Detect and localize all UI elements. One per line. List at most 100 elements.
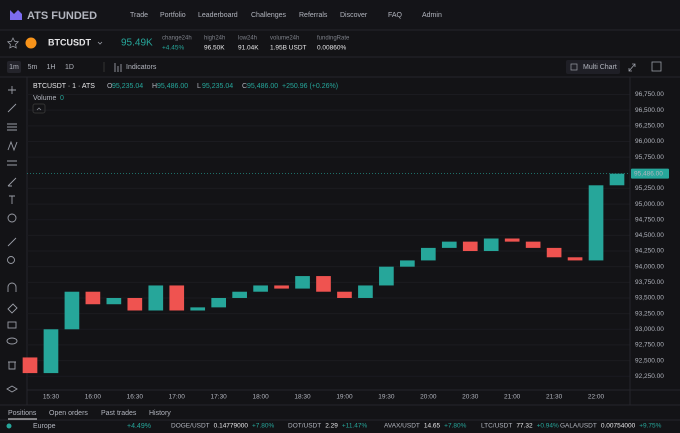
tape-symbol[interactable]: LTC/USDT — [481, 423, 512, 430]
x-tick-label: 21:00 — [504, 394, 521, 401]
y-tick-label: 93,250.00 — [635, 310, 664, 317]
ohlc-key: H — [152, 83, 157, 90]
layers-tool[interactable] — [6, 385, 18, 393]
nav-item[interactable]: Trade — [130, 12, 148, 19]
candle — [22, 357, 38, 374]
lock-drawing-tool[interactable] — [7, 303, 18, 314]
emoji-tool[interactable] — [7, 213, 17, 223]
interval[interactable]: 1m — [9, 64, 19, 71]
projection-tool[interactable] — [7, 160, 17, 166]
favorite-star[interactable] — [6, 37, 20, 49]
pattern-tool[interactable] — [7, 140, 18, 152]
region[interactable]: Europe — [33, 423, 56, 430]
collapse-icon — [36, 107, 42, 111]
interval[interactable]: 5m — [28, 64, 38, 71]
indicators[interactable]: Indicators — [126, 64, 157, 71]
candle — [504, 238, 520, 242]
crosshair-tool[interactable] — [8, 86, 16, 94]
nav-item[interactable]: Challenges — [251, 12, 287, 19]
interval-active — [7, 61, 21, 73]
tape-change: +7.80% — [444, 423, 466, 430]
fib-tool[interactable] — [7, 123, 17, 131]
candle — [483, 238, 499, 252]
tape-price: 14.65 — [424, 423, 441, 430]
x-tick-label: 16:30 — [127, 394, 144, 401]
y-tick-label: 95,000.00 — [635, 201, 664, 208]
multi-chart-button[interactable] — [566, 60, 620, 74]
nav-item[interactable]: Referrals — [299, 12, 328, 19]
nav-bar — [0, 0, 680, 30]
tape-symbol[interactable]: AVAX/USDT — [384, 423, 420, 430]
nav-item[interactable]: Admin — [422, 12, 442, 19]
candle — [379, 266, 394, 286]
candle — [420, 247, 436, 261]
bottom-tab[interactable]: Positions — [8, 410, 37, 417]
ohlc-change: +250.96 (+0.26%) — [282, 83, 338, 90]
lock-tool[interactable] — [7, 321, 17, 329]
x-tick-label: 17:00 — [169, 394, 186, 401]
candle — [127, 297, 143, 311]
candle — [64, 291, 80, 330]
symbol-dropdown[interactable] — [97, 41, 103, 45]
x-tick-label: 18:30 — [294, 394, 311, 401]
bottom-tab[interactable]: Past trades — [101, 410, 137, 417]
ohlc-key: O — [107, 83, 113, 90]
candle — [232, 291, 247, 298]
candle — [316, 276, 331, 292]
tape-change: +11.47% — [342, 423, 368, 430]
visibility-tool[interactable] — [6, 337, 18, 345]
tape-symbol[interactable]: DOT/USDT — [288, 423, 321, 430]
magnet-tool[interactable] — [7, 282, 17, 292]
candle — [567, 257, 583, 261]
tape-symbol[interactable]: DOGE/USDT — [171, 423, 210, 430]
stat-label: fundingRate — [317, 36, 350, 42]
x-tick-label: 19:30 — [378, 394, 395, 401]
y-tick-label: 96,250.00 — [635, 123, 664, 130]
screenshot-icon[interactable] — [651, 61, 662, 72]
indicators-icon[interactable] — [114, 63, 122, 72]
x-tick-label: 16:00 — [85, 394, 102, 401]
stat-label: change24h — [162, 36, 192, 42]
delete-tool[interactable] — [8, 361, 16, 370]
measure-tool[interactable] — [7, 237, 17, 247]
ohlc-value: 95,235.04 — [202, 83, 233, 90]
stat-value: 0.00860% — [317, 45, 346, 52]
collapse-legend[interactable] — [32, 103, 46, 114]
nav-item[interactable]: Portfolio — [160, 12, 186, 19]
x-tick-label: 18:00 — [252, 394, 269, 401]
candle — [253, 285, 268, 292]
nav-item[interactable]: Discover — [340, 12, 368, 19]
stat-value: 1.95B USDT — [270, 45, 307, 52]
trendline-tool[interactable] — [7, 103, 17, 113]
multi-chart[interactable]: Multi Chart — [583, 64, 617, 71]
tape-price: 77.32 — [516, 423, 533, 430]
logo[interactable]: ATS FUNDED — [27, 10, 97, 22]
legend-title: BTCUSDT · 1 · ATS — [33, 83, 95, 90]
y-tick-label: 94,500.00 — [635, 232, 664, 239]
text-tool[interactable] — [9, 195, 15, 204]
volume-label: Volume — [33, 95, 56, 102]
logo-icon[interactable] — [10, 10, 22, 20]
zoom-tool[interactable] — [7, 256, 15, 264]
expand-icon[interactable] — [628, 63, 636, 72]
stat-value: 91.04K — [238, 45, 259, 52]
candle — [148, 285, 164, 311]
brush-tool[interactable] — [7, 177, 17, 187]
nav-item[interactable]: FAQ — [388, 12, 403, 19]
tape-symbol[interactable]: GALA/USDT — [560, 423, 597, 430]
bottom-tab[interactable]: Open orders — [49, 410, 88, 417]
y-tick-label: 92,250.00 — [635, 373, 664, 380]
ohlc-key: L — [197, 83, 201, 90]
bottom-tab[interactable]: History — [149, 410, 171, 417]
x-tick-label: 20:30 — [462, 394, 479, 401]
symbol[interactable]: BTCUSDT — [48, 37, 91, 47]
x-tick-label: 15:30 — [43, 394, 60, 401]
multi-chart-icon — [570, 63, 578, 71]
interval[interactable]: 1D — [65, 64, 74, 71]
tape-price: 0.00754000 — [601, 423, 636, 430]
volume-value: 0 — [60, 95, 64, 102]
nav-item[interactable]: Leaderboard — [198, 12, 238, 19]
interval[interactable]: 1H — [47, 64, 56, 71]
tape-change: +9.75% — [639, 423, 661, 430]
